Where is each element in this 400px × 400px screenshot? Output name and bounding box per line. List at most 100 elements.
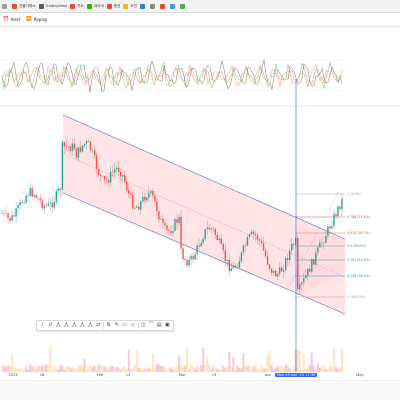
candle-body [238,261,241,268]
candle-body [89,141,92,151]
time-axis[interactable]: 202316Feb13Mar13Apr17MayMon 09 Apr '23 1… [0,372,400,380]
volume-bar [41,366,44,372]
candle-body [156,201,158,212]
candle-body [276,273,279,277]
drawing-tool-button[interactable]: ⋀ [64,322,69,328]
volume-bar [169,366,172,372]
candle-body [23,202,25,204]
time-axis-label: 13 [211,373,217,377]
drawing-tool-button[interactable]: ∕ [41,322,44,328]
volume-bar [314,368,317,372]
bookmark-item[interactable] [160,3,167,9]
alarm-clock-icon: ⏰ [3,17,9,22]
volume-bar [137,368,140,372]
volume-bar [9,365,12,372]
replay-button[interactable]: ⏪ Replay [26,17,47,22]
candle-body [57,188,60,191]
volume-bar [216,368,219,372]
chart-area[interactable]: 1 (0.0%) 0.786 (21.4%) 0.618 (38.2%) 0.5 (5… [0,27,400,400]
candle-body [15,208,17,217]
drawing-tool-button[interactable]: ▭ [122,322,128,328]
drawing-tool-button[interactable]: ◫ [140,322,146,328]
volume-bar [157,364,160,372]
candle-body [134,207,136,209]
bookmark-item[interactable]: 코인 [123,3,137,9]
channel-lower-line[interactable] [62,192,346,315]
drawing-tool-button[interactable]: ⌒ [148,322,154,328]
candle-body [317,247,319,253]
drawing-tool-button[interactable]: ⋀ [88,322,93,328]
candle-body [299,284,301,290]
drawing-tool-button[interactable]: ⋀ [80,322,85,328]
chart-toolbar: ⏰ Alert ⏪ Replay [0,13,400,27]
candle-body [55,190,58,202]
candle-body [331,226,333,229]
volume-bar [75,368,78,372]
candle-body [297,237,299,290]
candle-body [284,258,287,271]
candle-body [109,171,112,183]
volume-bar [198,367,201,372]
bookmark-label: 선물거래소 [19,3,36,8]
drawing-tool-button[interactable]: ⇅ [106,322,111,328]
candle-body [226,259,229,261]
volume-bar [234,369,237,372]
candle-body [25,195,27,203]
drawing-tool-button[interactable]: ▣ [164,322,170,328]
candle-body [1,213,3,214]
candle-body [128,190,130,194]
volume-bar [178,355,181,372]
drawing-tool-button[interactable]: ▤ [156,322,162,328]
volume-bar [220,369,223,372]
drawing-tool-button[interactable]: ⇄ [96,322,101,328]
candle-body [329,226,331,229]
volume-bar [228,352,231,372]
candle-body [75,148,78,158]
drawing-tool-button[interactable]: ✎ [114,322,119,328]
candle-body [63,142,66,147]
bookmark-item[interactable]: 증권 [106,3,121,9]
candle-body [140,201,142,210]
volume-bar [69,367,72,372]
bookmark-item[interactable] [150,3,157,9]
drawing-tool-button[interactable]: ⋀ [56,322,61,328]
bookmark-item[interactable]: 선물거래소 [12,3,36,9]
bookmark-item[interactable]: 네이버 [86,3,104,9]
bookmark-item[interactable] [170,3,177,9]
bookmark-item[interactable] [180,3,187,9]
drawing-tool-button[interactable]: ∕∕ [48,322,52,328]
volume-bar [336,368,339,372]
volume-bar [214,368,217,372]
price-chart[interactable]: 1 (0.0%) 0.786 (21.4%) 0.618 (38.2%) 0.5 (5… [0,27,400,400]
bookmark-label: 증권 [113,3,121,8]
bookmark-item[interactable]: 차트 [70,3,84,9]
candle-body [136,206,138,208]
oscillator-pane [0,59,400,107]
channel-upper-line[interactable] [62,114,346,240]
alert-button[interactable]: ⏰ Alert [3,17,20,22]
volume-bar [83,358,86,372]
volume-bar [7,365,10,372]
candle-body [208,227,210,230]
candle-body [288,250,291,261]
volume-bar [238,367,241,372]
oscillator-line [1,59,343,93]
candle-body [266,256,269,265]
volume-bar [131,368,134,372]
volume-bar [63,369,66,372]
volume-bar [139,366,142,372]
bookmark-item[interactable]: TradingView [38,3,67,9]
drawing-tool-button[interactable]: ⋀ [72,322,77,328]
volume-bar [101,365,104,372]
drawing-tool-button[interactable]: ◇ [130,322,135,328]
volume-bar [274,368,277,372]
oscillator-line [1,61,343,89]
candle-body [321,242,323,244]
bookmark-item[interactable] [2,3,9,9]
volume-bar [165,369,168,372]
bookmark-item[interactable] [140,3,147,9]
volume-bar [182,366,185,372]
candle-body [256,235,259,240]
candle-body [270,268,273,273]
replay-label: Replay [33,17,48,22]
